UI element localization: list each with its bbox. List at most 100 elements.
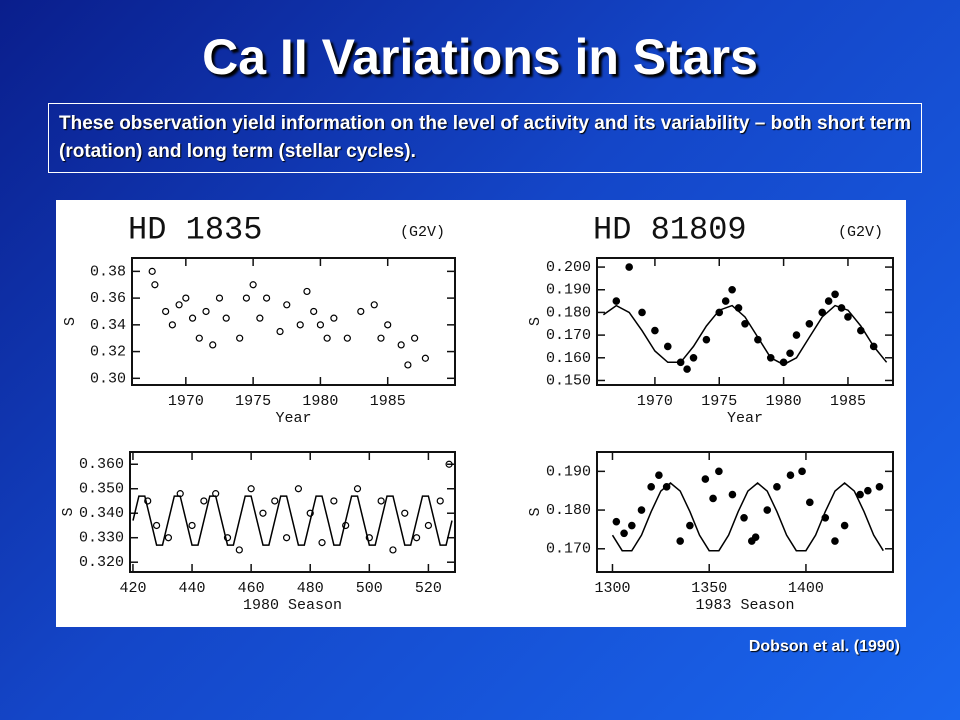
y-tick-label: 0.200: [546, 259, 591, 276]
data-point: [786, 471, 795, 480]
data-point: [676, 537, 684, 545]
x-tick-label: 1980: [766, 393, 802, 410]
data-point: [798, 467, 806, 476]
data-point: [236, 334, 244, 342]
x-tick-label: 1400: [788, 580, 824, 597]
data-point: [686, 521, 694, 530]
data-point: [294, 485, 303, 493]
data-point: [259, 509, 267, 517]
data-point: [377, 334, 385, 342]
x-axis-label: Year: [727, 410, 763, 427]
fit-line: [132, 495, 453, 546]
y-tick-label: 0.190: [546, 463, 591, 480]
data-point: [625, 263, 633, 271]
data-point: [628, 521, 636, 530]
data-point: [164, 534, 173, 542]
data-point: [168, 321, 176, 329]
data-point: [411, 334, 419, 342]
data-point: [370, 301, 378, 309]
data-point: [436, 497, 444, 505]
data-point: [271, 497, 279, 505]
data-point: [215, 294, 224, 302]
x-tick-label: 1985: [830, 393, 866, 410]
y-tick-label: 0.340: [79, 505, 124, 522]
data-point: [262, 294, 271, 302]
data-point: [247, 485, 255, 493]
data-point: [612, 297, 621, 305]
data-point: [721, 297, 730, 305]
data-point: [786, 349, 794, 358]
y-tick-label: 0.32: [90, 344, 126, 361]
y-axis-label: S: [62, 317, 79, 326]
x-tick-label: 1970: [168, 393, 204, 410]
y-tick-label: 0.180: [546, 304, 591, 321]
data-point: [306, 509, 314, 517]
y-tick-label: 0.160: [546, 350, 591, 367]
data-point: [831, 290, 839, 299]
data-point: [330, 314, 338, 322]
data-point: [209, 341, 217, 349]
x-axis-label: Year: [275, 410, 311, 427]
plot-frame: [131, 257, 456, 386]
x-tick-label: 1300: [594, 580, 630, 597]
data-point: [701, 475, 710, 483]
data-point: [651, 326, 659, 335]
x-tick-label: 460: [238, 580, 265, 597]
y-axis-label: S: [527, 507, 544, 516]
y-axis-label: S: [527, 317, 544, 326]
data-point: [805, 319, 814, 328]
fit-line: [602, 304, 888, 366]
data-point: [663, 342, 672, 351]
data-point: [773, 483, 781, 491]
data-point: [856, 490, 864, 499]
data-point: [202, 307, 210, 316]
data-point: [612, 517, 621, 526]
data-point: [377, 497, 385, 505]
data-point: [188, 521, 196, 530]
data-point: [310, 307, 318, 316]
subtitle-box: These observation yield information on t…: [48, 103, 922, 173]
x-tick-label: 1350: [691, 580, 727, 597]
x-tick-label: 1980: [302, 393, 338, 410]
plot-frame: [129, 451, 456, 573]
data-point: [445, 460, 453, 468]
x-tick-label: 1985: [370, 393, 406, 410]
figure-panel: HD 1835 (G2V) 1970 1975 1980 1985 0.38 0.36 0.34…: [56, 200, 906, 627]
data-point: [256, 314, 264, 322]
y-tick-label: 0.30: [90, 370, 126, 387]
y-tick-label: 0.36: [90, 290, 126, 307]
data-point: [864, 486, 872, 495]
data-point: [148, 267, 156, 275]
data-point: [655, 471, 663, 480]
x-axis-label: 1980 Season: [243, 597, 342, 614]
chart-title: HD 1835: [128, 211, 262, 248]
data-point: [151, 281, 159, 289]
y-axis-label: S: [60, 507, 77, 516]
data-point: [728, 285, 736, 294]
data-point: [702, 335, 711, 344]
y-tick-label: 0.180: [546, 502, 591, 519]
data-point: [683, 365, 691, 373]
data-point: [365, 534, 373, 542]
y-tick-label: 0.170: [546, 541, 591, 558]
chart-annotation: (G2V): [838, 224, 883, 241]
data-point: [182, 294, 190, 302]
data-point: [401, 509, 409, 517]
data-point: [175, 301, 183, 309]
data-point: [638, 308, 646, 317]
data-point: [195, 334, 203, 342]
x-axis-label: 1983 Season: [695, 597, 794, 614]
data-point: [421, 354, 429, 362]
data-point: [824, 297, 833, 305]
x-tick-label: 1975: [235, 393, 271, 410]
data-point: [235, 546, 243, 554]
data-point: [689, 353, 698, 362]
data-point: [296, 321, 304, 329]
data-point: [741, 319, 749, 328]
data-point: [412, 534, 421, 542]
data-point: [875, 483, 884, 491]
data-point: [740, 514, 748, 522]
data-point: [353, 485, 362, 493]
data-point: [844, 313, 852, 321]
data-point: [222, 314, 230, 322]
